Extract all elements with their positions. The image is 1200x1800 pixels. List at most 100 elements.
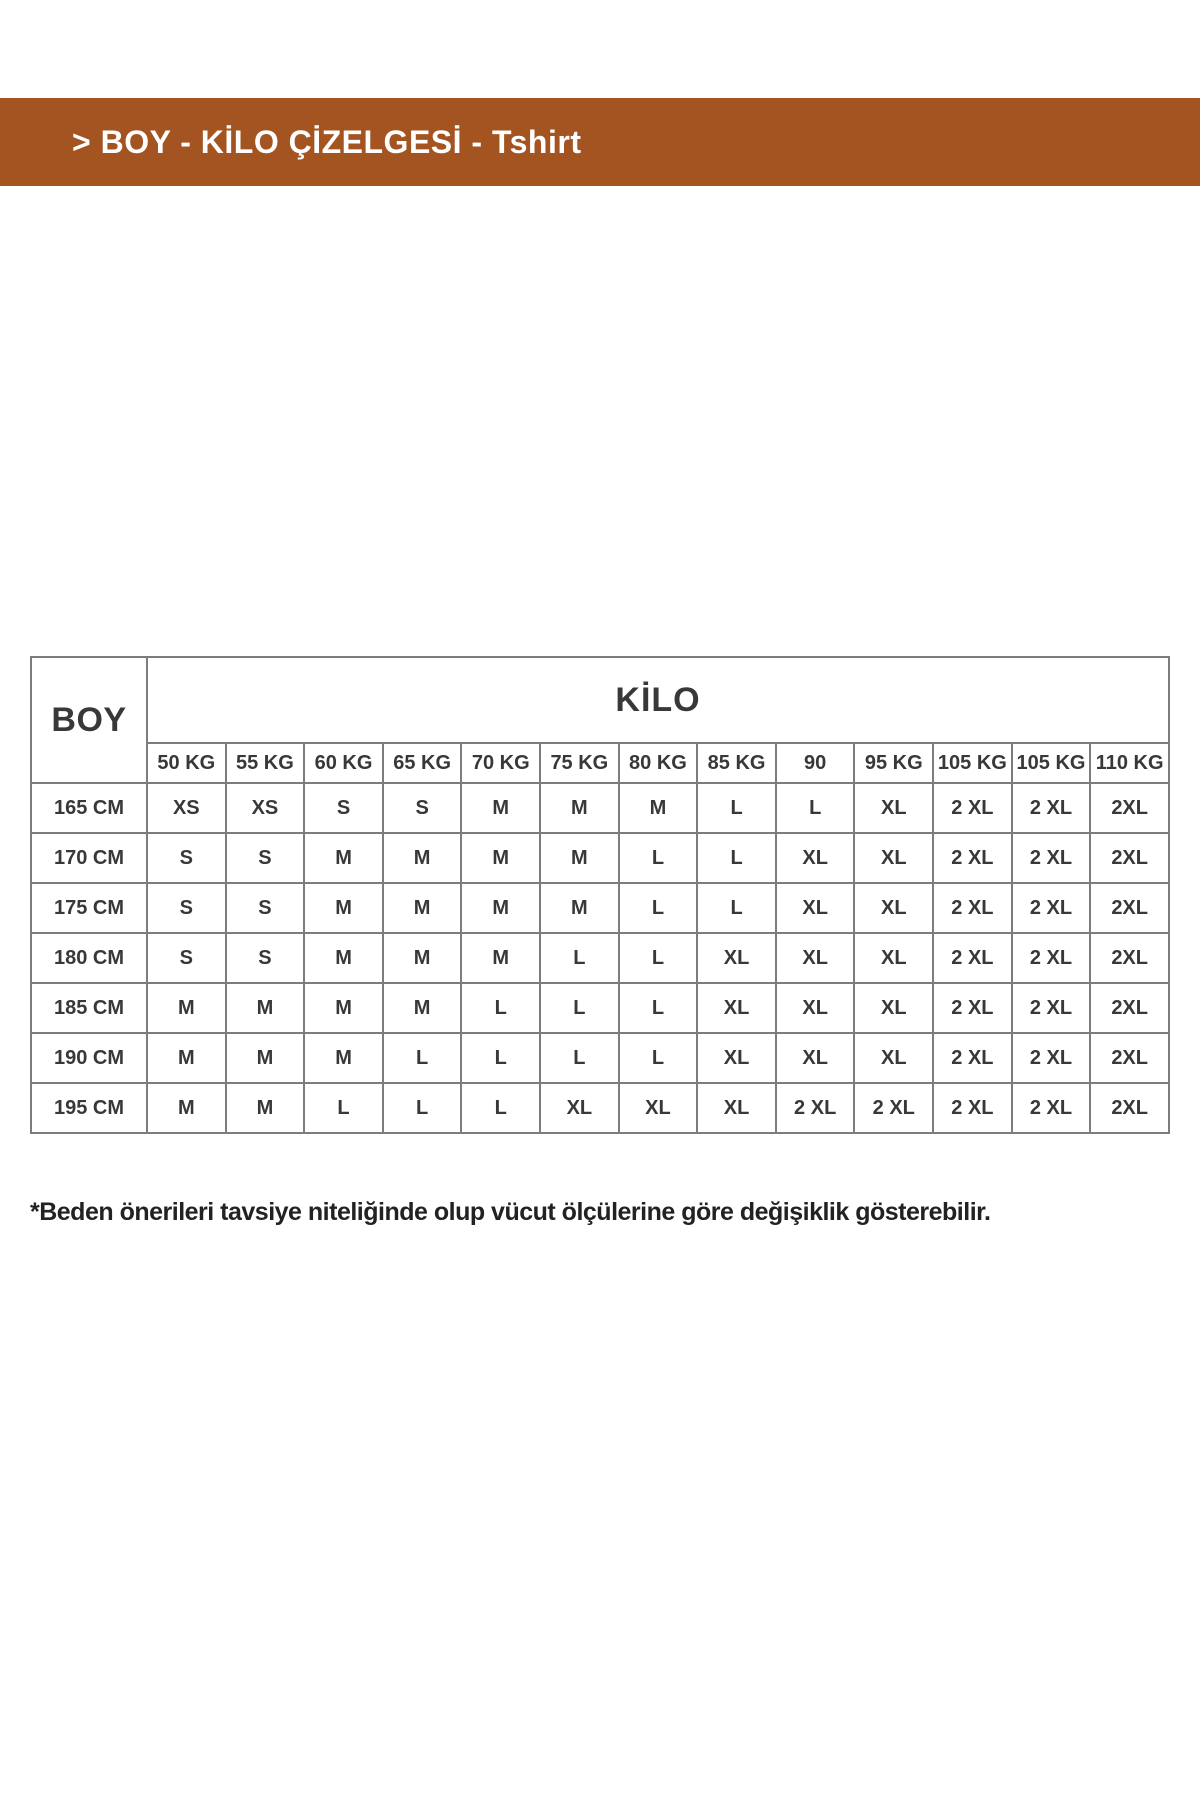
size-cell: M [303, 982, 384, 1034]
size-cell: L [381, 1082, 463, 1134]
size-table-head: BOY KİLO 50 KG 55 KG 60 KG 65 KG 70 KG 75 KG 8… [30, 656, 1170, 784]
size-cell: XS [224, 782, 306, 834]
size-cell: M [146, 982, 227, 1034]
size-cell: L [460, 1082, 542, 1134]
size-cell: XL [696, 982, 777, 1034]
size-cell: L [303, 1082, 384, 1134]
height-label-cell: 195 CM [30, 1082, 148, 1134]
size-cell: M [303, 932, 384, 984]
table-row: 190 CM M M M L L L L XL XL XL 2 XL 2 XL 2XL [30, 1032, 1170, 1084]
size-cell: L [539, 932, 620, 984]
table-row: 170 CM S S M M M M L L XL XL 2 XL 2 XL 2XL [30, 832, 1170, 884]
height-label-cell: 185 CM [30, 982, 148, 1034]
size-cell: L [774, 782, 856, 834]
weight-header-cell: 85 KG [696, 742, 777, 784]
size-cell: L [617, 882, 699, 934]
size-cell: 2 XL [853, 1082, 935, 1134]
size-table-body: 165 CM XS XS S S M M M L L XL 2 XL 2 XL 2XL 170 CM S S M M… [30, 782, 1170, 1134]
boy-axis-label: BOY [30, 656, 148, 784]
size-cell: 2 XL [932, 782, 1013, 834]
kilo-axis-label: KİLO [146, 656, 1170, 744]
size-cell: M [460, 782, 542, 834]
weight-header-cell: 65 KG [381, 742, 463, 784]
height-label-cell: 175 CM [30, 882, 148, 934]
size-cell: XS [146, 782, 227, 834]
size-cell: 2 XL [932, 1082, 1013, 1134]
size-cell: L [617, 982, 699, 1034]
size-cell: L [381, 1032, 463, 1084]
size-cell: XL [853, 832, 935, 884]
size-cell: M [381, 982, 463, 1034]
size-cell: XL [853, 1032, 935, 1084]
size-cell: M [303, 1032, 384, 1084]
size-cell: 2XL [1089, 982, 1170, 1034]
height-label-cell: 165 CM [30, 782, 148, 834]
size-cell: XL [617, 1082, 699, 1134]
size-cell: M [539, 782, 620, 834]
size-cell: XL [853, 882, 935, 934]
size-cell: XL [696, 1082, 777, 1134]
size-cell: M [460, 882, 542, 934]
size-cell: L [617, 832, 699, 884]
size-cell: S [146, 832, 227, 884]
size-cell: M [224, 982, 306, 1034]
table-row: 185 CM M M M M L L L XL XL XL 2 XL 2 XL 2XL [30, 982, 1170, 1034]
size-cell: 2 XL [1010, 882, 1092, 934]
weight-header-cell: 70 KG [460, 742, 542, 784]
size-cell: L [539, 1032, 620, 1084]
size-cell: L [617, 932, 699, 984]
size-cell: 2 XL [932, 882, 1013, 934]
size-cell: L [696, 782, 777, 834]
size-cell: 2XL [1089, 932, 1170, 984]
height-label-cell: 180 CM [30, 932, 148, 984]
size-cell: M [224, 1032, 306, 1084]
size-cell: M [146, 1082, 227, 1134]
size-cell: XL [774, 882, 856, 934]
size-cell: 2 XL [932, 1032, 1013, 1084]
axis-label-row: BOY KİLO [30, 656, 1170, 784]
table-row: 175 CM S S M M M M L L XL XL 2 XL 2 XL 2XL [30, 882, 1170, 934]
size-cell: XL [539, 1082, 620, 1134]
size-cell: 2 XL [1010, 832, 1092, 884]
weight-header-cell: 60 KG [303, 742, 384, 784]
weight-header-cell: 110 KG [1089, 742, 1170, 784]
size-cell: M [460, 832, 542, 884]
size-cell: M [381, 832, 463, 884]
size-cell: L [617, 1032, 699, 1084]
size-cell: M [303, 882, 384, 934]
size-cell: S [224, 932, 306, 984]
size-cell: S [381, 782, 463, 834]
size-cell: S [224, 882, 306, 934]
size-cell: L [460, 982, 542, 1034]
size-cell: XL [774, 1032, 856, 1084]
weight-header-cell: 50 KG [146, 742, 227, 784]
size-cell: 2 XL [1010, 782, 1092, 834]
size-cell: S [303, 782, 384, 834]
size-cell: S [146, 932, 227, 984]
size-cell: XL [696, 1032, 777, 1084]
height-label-cell: 190 CM [30, 1032, 148, 1084]
size-cell: XL [774, 932, 856, 984]
section-title-bar[interactable]: > BOY - KİLO ÇİZELGESİ - Tshirt [0, 98, 1200, 186]
size-cell: M [617, 782, 699, 834]
table-row: 165 CM XS XS S S M M M L L XL 2 XL 2 XL 2XL [30, 782, 1170, 834]
size-cell: 2 XL [774, 1082, 856, 1134]
table-row: 180 CM S S M M M L L XL XL XL 2 XL 2 XL 2XL [30, 932, 1170, 984]
size-cell: 2XL [1089, 782, 1170, 834]
size-cell: L [460, 1032, 542, 1084]
weight-header-cell: 105 KG [932, 742, 1013, 784]
size-cell: S [224, 832, 306, 884]
size-cell: XL [853, 782, 935, 834]
weight-header-cell: 55 KG [224, 742, 306, 784]
page-title: > BOY - KİLO ÇİZELGESİ - Tshirt [72, 123, 582, 160]
size-table: BOY KİLO 50 KG 55 KG 60 KG 65 KG 70 KG 75 KG 8… [30, 656, 1170, 1134]
size-cell: 2 XL [932, 932, 1013, 984]
size-cell: M [460, 932, 542, 984]
size-cell: XL [853, 932, 935, 984]
size-cell: 2 XL [1010, 932, 1092, 984]
size-cell: 2XL [1089, 1082, 1170, 1134]
size-cell: XL [774, 832, 856, 884]
size-cell: XL [696, 932, 777, 984]
height-label-cell: 170 CM [30, 832, 148, 884]
size-cell: 2XL [1089, 832, 1170, 884]
